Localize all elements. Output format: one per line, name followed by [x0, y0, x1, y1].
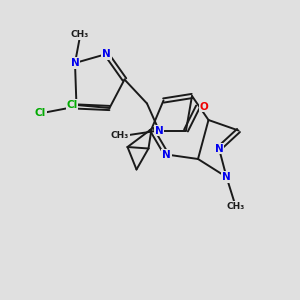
Text: N: N — [70, 58, 80, 68]
Text: Cl: Cl — [66, 100, 78, 110]
Text: CH₃: CH₃ — [70, 30, 88, 39]
Text: CH₃: CH₃ — [111, 130, 129, 140]
Text: N: N — [214, 143, 224, 154]
Text: N: N — [162, 149, 171, 160]
Text: N: N — [222, 172, 231, 182]
Text: Cl: Cl — [35, 107, 46, 118]
Text: O: O — [200, 101, 208, 112]
Text: N: N — [102, 49, 111, 59]
Text: N: N — [154, 125, 164, 136]
Text: CH₃: CH₃ — [226, 202, 244, 211]
